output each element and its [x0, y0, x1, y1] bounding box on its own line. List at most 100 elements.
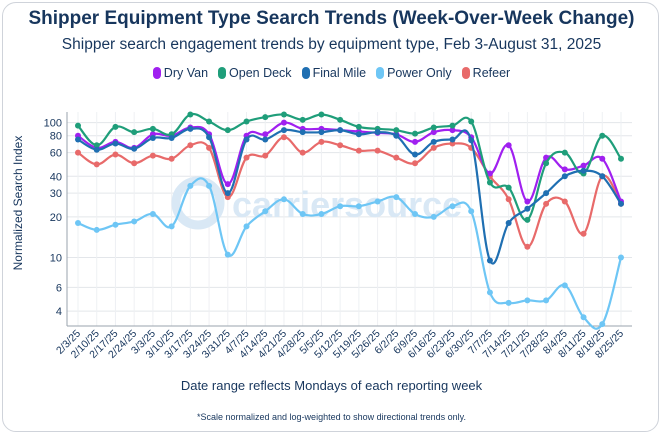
data-point — [187, 142, 194, 149]
data-point — [75, 220, 81, 227]
data-point — [505, 196, 512, 203]
data-point — [430, 129, 437, 136]
data-point — [505, 220, 512, 227]
legend-swatch — [301, 67, 310, 79]
data-point — [486, 179, 493, 186]
data-point — [468, 208, 475, 215]
data-point — [524, 198, 531, 205]
y-tick-label: 4 — [56, 306, 62, 318]
data-point — [299, 149, 306, 156]
watermark-logo — [171, 176, 225, 230]
data-point — [524, 216, 531, 223]
data-point — [243, 154, 250, 161]
data-point — [337, 142, 344, 149]
data-point — [599, 173, 606, 180]
data-point — [168, 223, 175, 230]
data-point — [543, 160, 550, 167]
watermark-text: carriersource — [232, 184, 462, 225]
data-point — [149, 211, 156, 218]
legend-item-final-mile[interactable]: Final Mile — [301, 66, 367, 80]
legend-swatch — [152, 67, 161, 79]
legend-item-open-deck[interactable]: Open Deck — [218, 66, 292, 80]
data-point — [561, 166, 568, 173]
data-point — [449, 203, 456, 210]
data-point — [599, 321, 606, 328]
data-point — [206, 182, 213, 189]
data-point — [430, 138, 437, 145]
data-point — [262, 208, 269, 215]
data-point — [393, 132, 400, 139]
legend-item-power-only[interactable]: Power Only — [376, 66, 452, 80]
data-point — [262, 131, 269, 138]
footnote: *Scale normalized and log-weighted to sh… — [197, 412, 466, 422]
data-point — [430, 124, 437, 131]
data-point — [486, 257, 493, 264]
y-tick-label: 10 — [50, 252, 62, 264]
data-point — [599, 132, 606, 139]
legend-label: Final Mile — [312, 66, 367, 80]
data-point — [243, 136, 250, 143]
data-point — [206, 144, 213, 151]
data-point — [337, 127, 344, 134]
data-point — [524, 297, 531, 304]
data-point — [131, 160, 138, 167]
data-point — [318, 111, 325, 118]
y-tick-label: 20 — [50, 212, 62, 224]
data-point — [75, 136, 81, 143]
data-point — [187, 182, 194, 189]
data-point — [486, 170, 493, 177]
data-point — [580, 167, 587, 174]
data-point — [93, 226, 100, 233]
legend-swatch — [376, 67, 385, 79]
data-point — [93, 142, 100, 149]
data-point — [280, 196, 287, 203]
data-point — [75, 122, 81, 129]
data-point — [243, 223, 250, 230]
data-point — [561, 173, 568, 180]
data-point — [224, 127, 231, 134]
data-point — [374, 129, 381, 136]
data-point — [299, 116, 306, 123]
data-point — [412, 211, 419, 218]
data-point — [543, 200, 550, 207]
data-point — [561, 149, 568, 156]
data-point — [299, 211, 306, 218]
data-point — [412, 151, 419, 158]
data-point — [374, 198, 381, 205]
data-point — [561, 282, 568, 289]
y-tick-label: 60 — [50, 148, 62, 160]
legend-item-dry-van[interactable]: Dry Van — [152, 66, 209, 80]
y-tick-label: 40 — [50, 171, 62, 183]
data-point — [468, 118, 475, 125]
data-point — [524, 205, 531, 212]
data-point — [299, 129, 306, 136]
data-point — [149, 125, 156, 132]
data-point — [224, 251, 231, 258]
data-point — [337, 116, 344, 123]
data-point — [262, 152, 269, 159]
data-point — [449, 122, 456, 129]
data-point — [112, 151, 119, 158]
data-point — [374, 147, 381, 154]
data-point — [393, 194, 400, 201]
y-tick-label: 100 — [44, 118, 62, 130]
data-point — [93, 146, 100, 153]
legend: Dry Van Open Deck Final Mile Power Only … — [0, 66, 663, 80]
data-point — [280, 119, 287, 126]
legend-label: Dry Van — [163, 66, 209, 80]
legend-label: Open Deck — [229, 66, 292, 80]
data-point — [430, 213, 437, 220]
data-point — [280, 111, 287, 118]
y-axis-label: Normalized Search Index — [11, 135, 25, 271]
data-point — [505, 184, 512, 191]
data-point — [75, 149, 81, 156]
data-point — [112, 221, 119, 228]
data-point — [318, 211, 325, 218]
data-point — [243, 118, 250, 125]
data-point — [112, 123, 119, 130]
legend-swatch — [218, 67, 227, 79]
data-point — [93, 161, 100, 168]
legend-item-refeer[interactable]: Refeer — [461, 66, 510, 80]
legend-label: Power Only — [387, 66, 452, 80]
data-point — [505, 142, 512, 149]
